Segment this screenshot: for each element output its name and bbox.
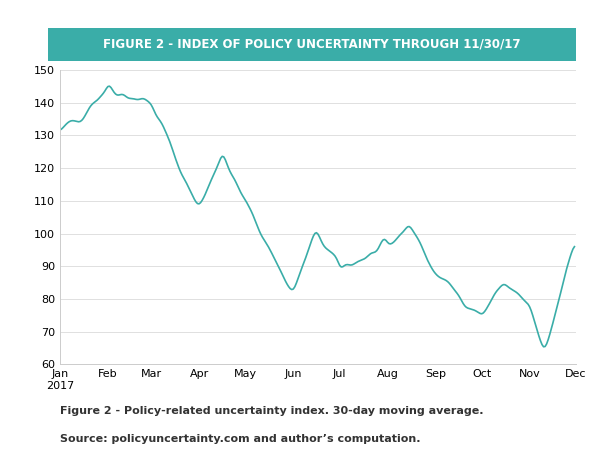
Text: Figure 2 - Policy-related uncertainty index. 30-day moving average.: Figure 2 - Policy-related uncertainty in…: [60, 406, 484, 416]
Text: Source: policyuncertainty.com and author’s computation.: Source: policyuncertainty.com and author…: [60, 434, 421, 444]
Text: FIGURE 2 - INDEX OF POLICY UNCERTAINTY THROUGH 11/30/17: FIGURE 2 - INDEX OF POLICY UNCERTAINTY T…: [103, 38, 521, 51]
FancyBboxPatch shape: [48, 28, 576, 61]
